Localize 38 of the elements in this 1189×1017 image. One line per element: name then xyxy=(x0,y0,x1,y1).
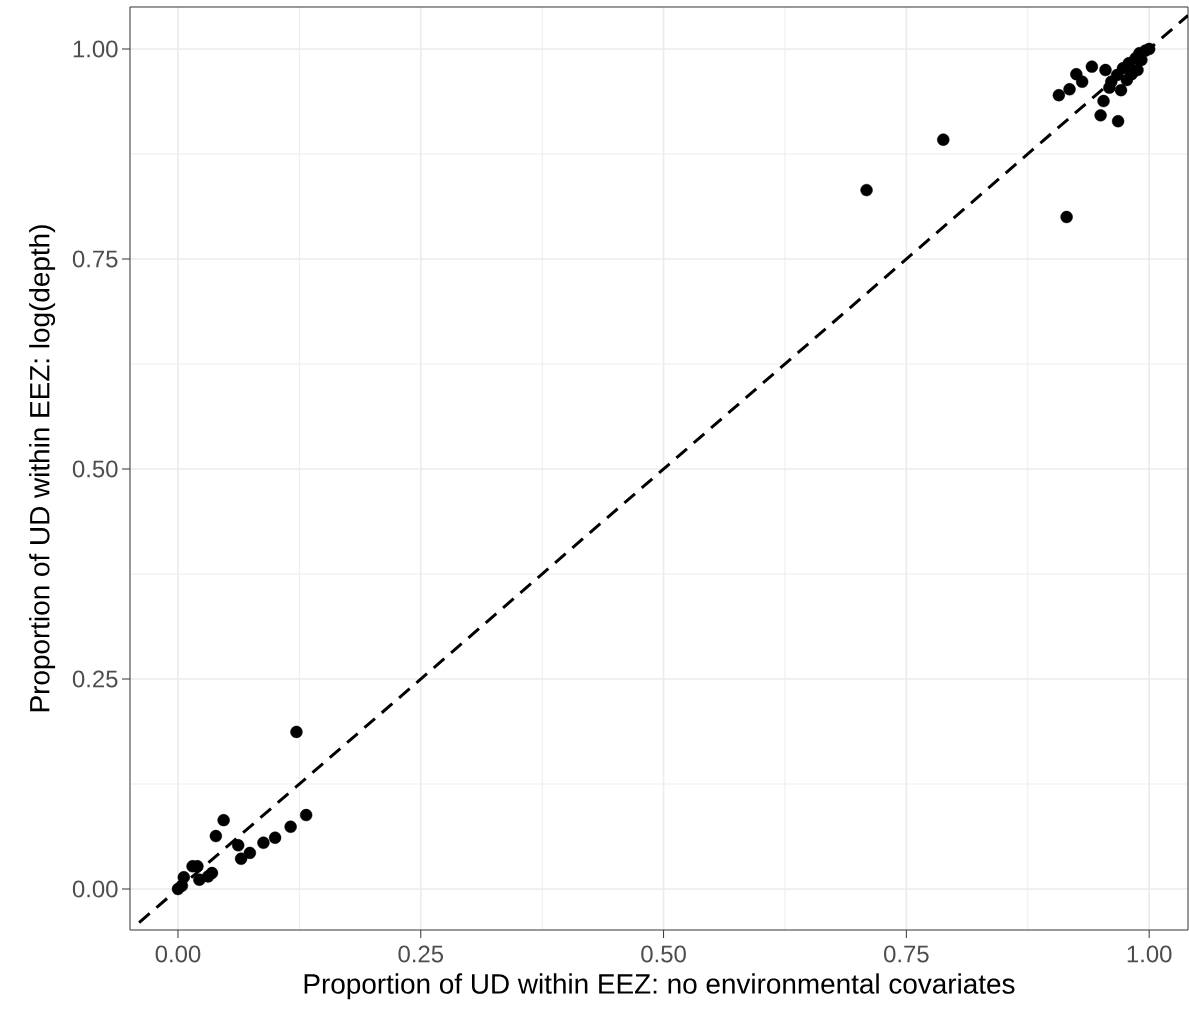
point xyxy=(290,725,303,739)
point xyxy=(300,808,313,822)
point xyxy=(937,133,950,146)
point xyxy=(284,820,297,834)
point xyxy=(205,866,219,880)
point xyxy=(257,836,270,849)
point xyxy=(232,839,245,852)
y-tick-label: 0.25 xyxy=(72,670,118,688)
y-axis-title: Proportion of UD within EEZ: log(depth) xyxy=(29,225,56,712)
x-tick-label: 0.50 xyxy=(641,945,686,963)
x-tick-label: 0.75 xyxy=(884,945,929,963)
point xyxy=(1142,42,1156,56)
point xyxy=(1085,60,1099,73)
y-tick-label: 0.75 xyxy=(72,250,118,268)
y-tick-label: 1.00 xyxy=(73,40,118,58)
x-axis-title: Proportion of UD within EEZ: no environmental covariates xyxy=(304,973,1015,1000)
point xyxy=(177,871,190,884)
x-tick-label: 1.00 xyxy=(1127,945,1172,963)
point xyxy=(1052,89,1066,102)
point xyxy=(860,183,873,197)
point xyxy=(209,829,223,843)
x-tick-label: 0.00 xyxy=(155,945,201,963)
point xyxy=(243,846,257,860)
point xyxy=(217,813,230,827)
point xyxy=(1111,115,1125,128)
point xyxy=(1075,75,1089,88)
y-tick-label: 0.50 xyxy=(72,460,118,478)
point xyxy=(1094,109,1107,122)
point xyxy=(1099,63,1112,77)
point xyxy=(1060,210,1073,224)
point xyxy=(1097,94,1110,108)
x-tick-label: 0.25 xyxy=(398,945,444,963)
point xyxy=(1063,83,1076,96)
point xyxy=(1125,68,1138,81)
point xyxy=(1114,83,1128,97)
y-tick-label: 0.00 xyxy=(72,880,118,898)
point xyxy=(234,852,248,865)
point xyxy=(268,831,282,844)
